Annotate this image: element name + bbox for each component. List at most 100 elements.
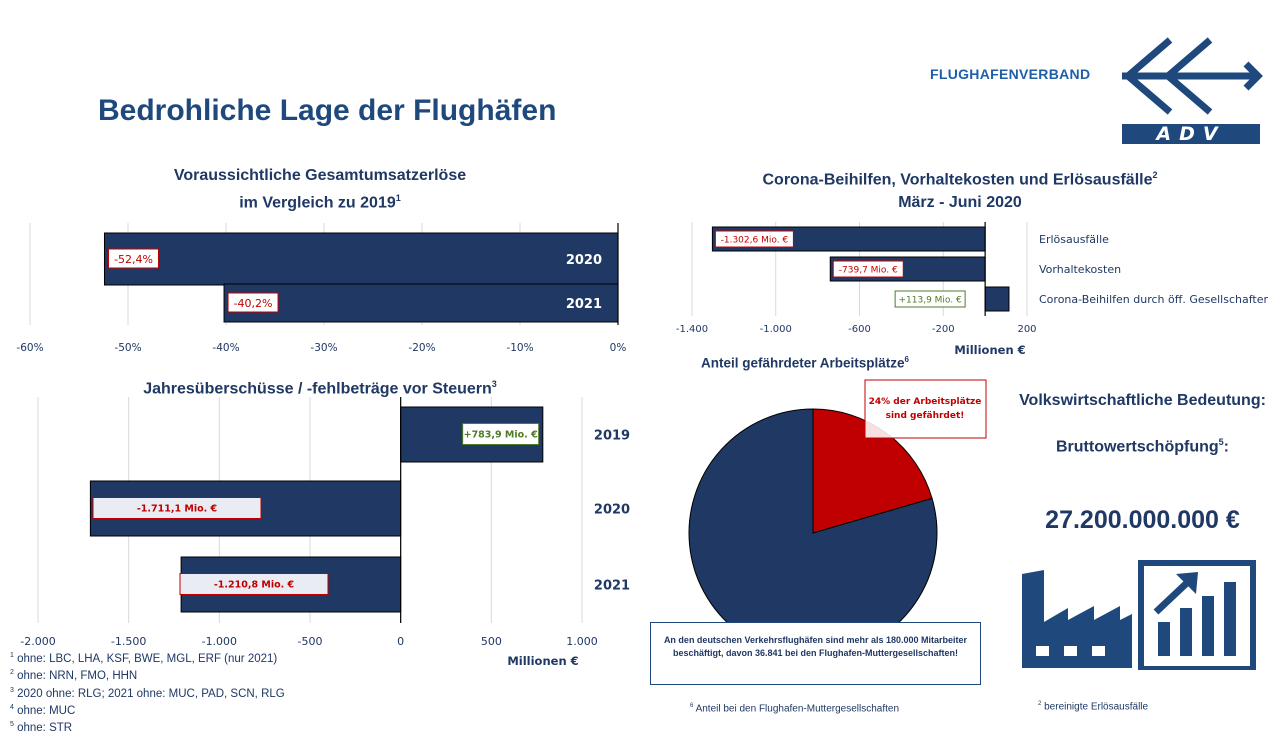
- category-label: 2021: [566, 297, 602, 312]
- tick-label: 200: [1017, 324, 1036, 335]
- chart-corona-aid: -1.400 -1.000 -600 -200 200 Millionen € -1.302…: [676, 222, 1268, 357]
- chart-profit-loss: -2.000 -1.500 -1.000 -500 0 500 1.000 Millionen…: [20, 397, 630, 668]
- footnote-3: 3 2020 ohne: RLG; 2021 ohne: MUC, PAD, S…: [10, 684, 285, 701]
- chart3-title-sup: 2: [1152, 170, 1158, 180]
- bar: [103, 232, 619, 286]
- pie-footnote-text: Anteil bei den Flughafen-Muttergesellsch…: [693, 703, 900, 715]
- value-label: -52,4%: [114, 253, 153, 266]
- pie-note-box: An den deutschen Verkehrsflughäfen sind …: [650, 622, 981, 685]
- tick-label: 0%: [610, 342, 627, 354]
- value-label-box: [832, 260, 904, 278]
- value-label: +113,9 Mio. €: [899, 296, 963, 306]
- category-label: 2020: [594, 503, 630, 518]
- pie-slice: [688, 408, 938, 635]
- chart1-title: Voraussichtliche Gesamtumsatzerlöse im V…: [120, 164, 520, 214]
- economy-subheading: Bruttowertschöpfung5:: [1005, 437, 1280, 456]
- tick-label: 500: [481, 635, 502, 648]
- value-label-box: [107, 248, 159, 269]
- economy-subheading-sup: 5: [1218, 437, 1224, 447]
- footnote-text: ohne: LBC, LHA, KSF, BWE, MGL, ERF (nur …: [13, 652, 278, 665]
- chart3-title: Corona-Beihilfen, Vorhaltekosten und Erl…: [700, 164, 1220, 214]
- tick-label: -1.000: [760, 324, 792, 335]
- chart1-title-line1: Voraussichtliche Gesamtumsatzerlöse: [173, 167, 467, 184]
- tick-label: -10%: [506, 342, 533, 354]
- footnote-text: ohne: NRN, FMO, HHN: [13, 670, 138, 683]
- footnote-text: ohne: STR: [13, 722, 73, 735]
- economy-subheading-text: Bruttowertschöpfung: [1056, 438, 1219, 456]
- adv-logo: ADV: [1122, 37, 1263, 145]
- tick-label: -1.400: [676, 324, 708, 335]
- pie-callout-line1: 24% der Arbeitsplätze: [869, 397, 982, 407]
- value-label: +783,9 Mio. €: [464, 430, 538, 441]
- category-label: Erlösausfälle: [1039, 233, 1109, 246]
- value-label: -739,7 Mio. €: [839, 266, 898, 276]
- value-label-box: [714, 230, 794, 248]
- value-label-box: [227, 292, 279, 313]
- footnote-text: ohne: MUC: [13, 704, 76, 717]
- chart-jobs-pie: 24% der Arbeitsplätze sind gefährdet!: [688, 379, 987, 635]
- category-label: 2021: [594, 579, 630, 594]
- chart1-title-line2: im Vergleich zu 2019: [239, 194, 396, 212]
- growth-chart-icon: [1138, 560, 1256, 670]
- pie-title: Anteil gefährdeter Arbeitsplätze6: [660, 355, 950, 371]
- tick-label: 0: [397, 635, 404, 648]
- tick-label: -40%: [212, 342, 239, 354]
- chart2-title-sup: 3: [491, 379, 497, 389]
- economy-heading: Volkswirtschaftliche Bedeutung:: [1019, 392, 1266, 409]
- category-label: Corona-Beihilfen durch öff. Gesellschaft…: [1039, 293, 1268, 306]
- tick-label: -2.000: [20, 635, 55, 648]
- tick-label: -60%: [16, 342, 43, 354]
- tick-label: -600: [848, 324, 871, 335]
- tick-label: -50%: [114, 342, 141, 354]
- economy-subheading-suffix: :: [1223, 438, 1229, 456]
- tick-label: -500: [298, 635, 323, 648]
- page-title: Bedrohliche Lage der Flughäfen: [98, 94, 557, 127]
- tick-label: -1.000: [202, 635, 237, 648]
- value-label-box: [894, 290, 966, 308]
- bar: [984, 286, 1010, 312]
- footnote-1: 1 ohne: LBC, LHA, KSF, BWE, MGL, ERF (nu…: [10, 649, 285, 666]
- pie-footnote-num: 6: [690, 703, 694, 709]
- tick-label: -30%: [310, 342, 337, 354]
- adv-logo-text: ADV: [1154, 123, 1225, 145]
- right-footnote: 2 bereinigte Erlösausfälle: [1038, 701, 1148, 712]
- tick-label: -200: [932, 324, 955, 335]
- pie-title-sup: 6: [904, 355, 909, 364]
- footnote-4: 4 ohne: MUC: [10, 701, 285, 718]
- footnote-num: 2: [10, 669, 14, 677]
- footnote-num: 1: [10, 652, 14, 659]
- tick-label: 1.000: [566, 635, 598, 648]
- tick-label: -20%: [408, 342, 435, 354]
- pie-callout-box: [864, 379, 987, 439]
- value-label: -1.302,6 Mio. €: [721, 236, 789, 246]
- value-label: -40,2%: [234, 297, 273, 310]
- footnote-2: 2 ohne: NRN, FMO, HHN: [10, 666, 285, 683]
- economy-value: 27.200.000.000 €: [1045, 506, 1240, 534]
- category-label: Vorhaltekosten: [1039, 263, 1121, 276]
- pie-title-text: Anteil gefährdeter Arbeitsplätze: [701, 355, 905, 371]
- footnotes: 1 ohne: LBC, LHA, KSF, BWE, MGL, ERF (nu…: [10, 649, 285, 736]
- factory-icon: [1022, 570, 1132, 668]
- footnote-num: 3: [10, 686, 14, 694]
- x-axis-label: Millionen €: [507, 654, 578, 668]
- pie-callout: 24% der Arbeitsplätze sind gefährdet!: [864, 379, 987, 439]
- pie-footnote: 6 Anteil bei den Flughafen-Muttergesells…: [690, 703, 899, 714]
- category-label: 2020: [566, 253, 602, 268]
- chart-revenue: -60% -50% -40% -30% -20% -10% 0% -52,4% 2020 -40,…: [16, 223, 627, 354]
- pie-callout-line2: sind gefährdet!: [886, 411, 965, 421]
- chart3-title-line2: März - Juni 2020: [898, 194, 1022, 212]
- x-axis-label: Millionen €: [954, 343, 1025, 357]
- value-label: -1.210,8 Mio. €: [214, 580, 294, 591]
- right-footnote-text: bereinigte Erlösausfälle: [1041, 701, 1149, 713]
- value-label-box: [92, 497, 262, 519]
- footnote-5: 5 ohne: STR: [10, 718, 285, 735]
- tick-label: -1.500: [111, 635, 146, 648]
- footnote-text: 2020 ohne: RLG; 2021 ohne: MUC, PAD, SCN…: [13, 687, 285, 700]
- value-label-box: [179, 573, 329, 595]
- chart2-title: Jahresüberschüsse / -fehlbeträge vor Ste…: [120, 373, 520, 400]
- category-label: 2019: [594, 429, 630, 444]
- value-label: -1.711,1 Mio. €: [137, 504, 217, 515]
- chart1-title-sup: 1: [395, 193, 401, 203]
- right-footnote-num: 2: [1038, 701, 1042, 707]
- footnote-num: 4: [10, 703, 14, 711]
